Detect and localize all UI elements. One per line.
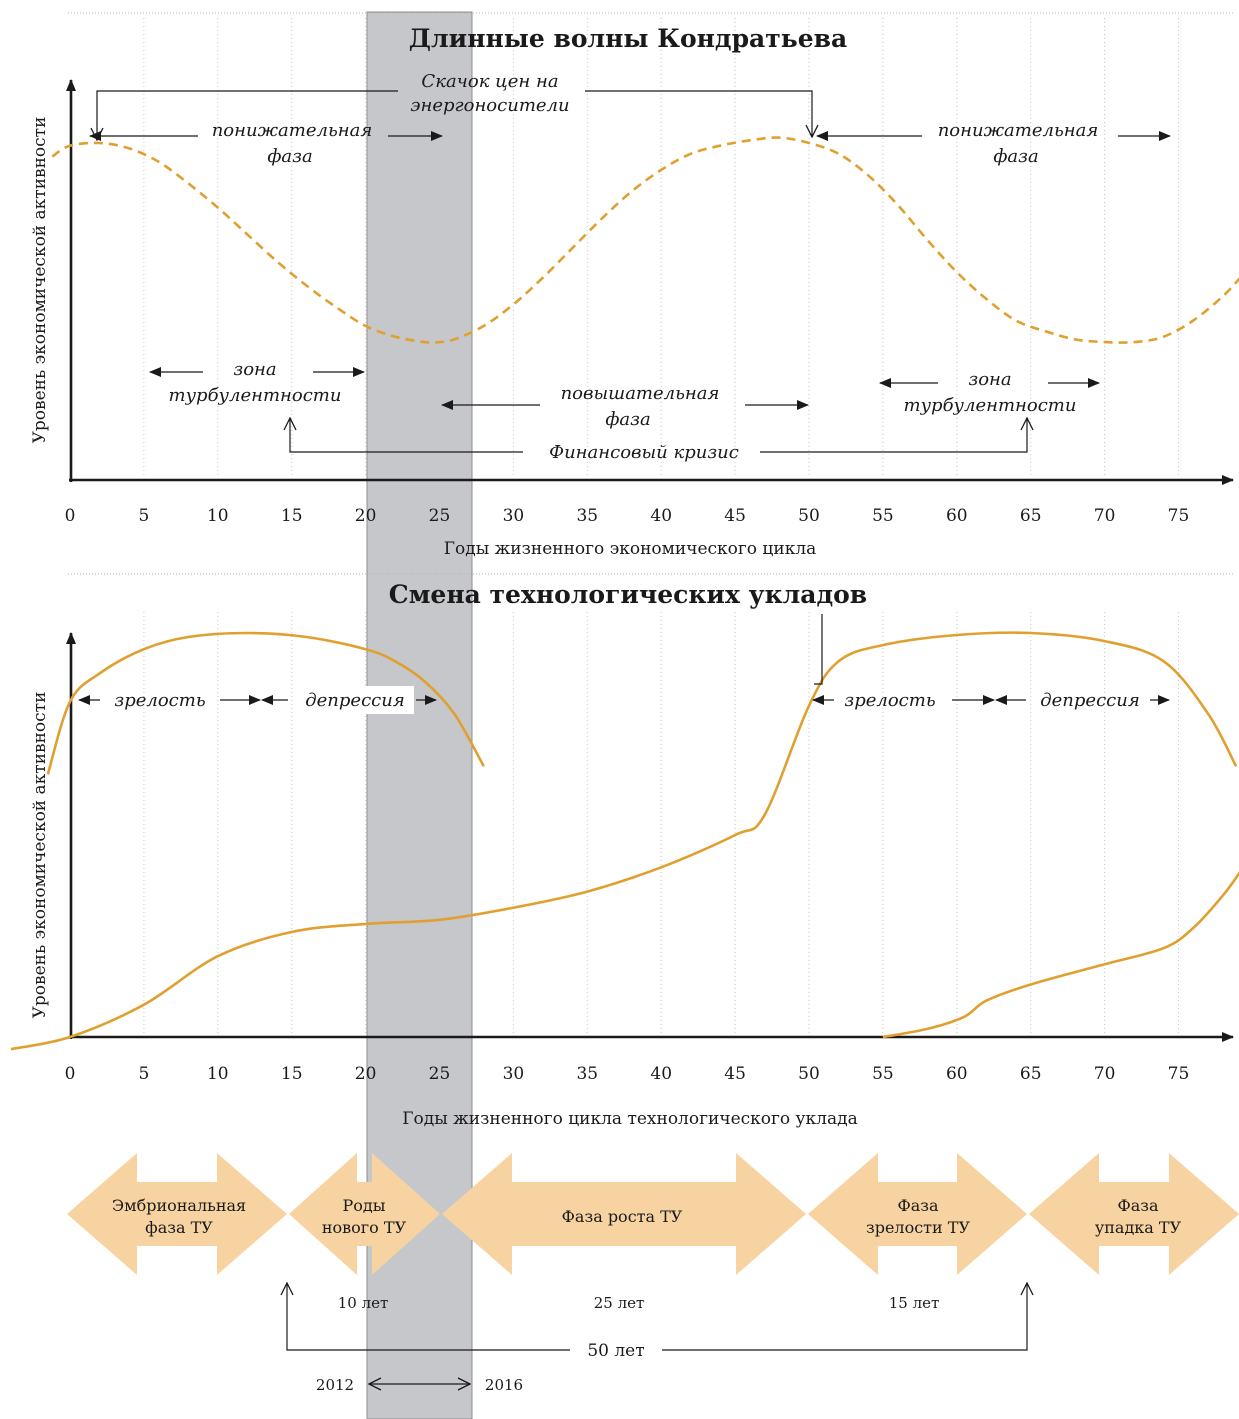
tech-x-tick-label: 15 — [281, 1064, 303, 1084]
phase-embryonic-label-2: фаза ТУ — [145, 1218, 213, 1237]
duration-total: 50 лет — [587, 1341, 644, 1361]
annotation-down-right-line1: понижательная — [938, 120, 1099, 141]
tech-grid — [143, 612, 1179, 1034]
phase-maturity — [808, 1153, 1027, 1275]
phase-decline — [1029, 1153, 1239, 1275]
phase-birth — [289, 1153, 440, 1275]
kondratiev-x-tick-label: 55 — [872, 506, 894, 526]
phase-embryonic-label-1: Эмбриональная — [112, 1196, 246, 1215]
phase-decline-label-1: Фаза — [1117, 1196, 1159, 1215]
crisis-bracket-right — [760, 418, 1027, 453]
crisis-bracket-left — [290, 418, 523, 453]
kondratiev-x-tick-label: 40 — [650, 506, 672, 526]
tech-x-tick-label: 45 — [724, 1064, 746, 1084]
kondratiev-x-tick-label: 45 — [724, 506, 746, 526]
tech-series-line-1 — [46, 631, 485, 775]
tech-x-tick-label: 50 — [798, 1064, 820, 1084]
kondratiev-y-axis-label: Уровень экономической активности — [30, 117, 50, 444]
kondratiev-title: Длинные волны Кондратьева — [409, 24, 847, 53]
kondratiev-x-tick-label: 35 — [576, 506, 598, 526]
kondratiev-x-tick-label: 60 — [946, 506, 968, 526]
tech-x-tick-label: 10 — [207, 1064, 229, 1084]
kondratiev-x-tick-label: 30 — [503, 506, 525, 526]
tech-x-tick-label: 35 — [576, 1064, 598, 1084]
total-bracket-left — [287, 1283, 570, 1351]
annotation-energy-line2: энергоносители — [410, 95, 569, 116]
kondratiev-wave-line — [51, 136, 1239, 344]
kondratiev-x-ticks: 0 5 10 15 20 25 30 35 40 45 50 55 60 65 70 75 — [65, 506, 1190, 526]
annotation-down-left-line2: фаза — [267, 146, 312, 167]
duration-maturity: 15 лет — [889, 1294, 940, 1312]
phase-maturity-label-2: зрелости ТУ — [866, 1218, 970, 1237]
kondratiev-x-tick-label: 15 — [281, 506, 303, 526]
tech-x-tick-label: 65 — [1020, 1064, 1042, 1084]
kondratiev-annotations: Скачок цен на энергоносители понижательн… — [89, 71, 1171, 463]
tech-x-tick-label: 40 — [650, 1064, 672, 1084]
kondratiev-grid — [143, 18, 1179, 476]
tech-series-line-2 — [10, 631, 1238, 1051]
tech-x-tick-label: 0 — [65, 1064, 76, 1084]
kondratiev-x-tick-label: 5 — [138, 506, 149, 526]
depression-1-label-box — [296, 686, 414, 714]
tech-curves — [10, 631, 1239, 1051]
duration-growth: 25 лет — [594, 1294, 645, 1312]
phase-growth — [442, 1153, 806, 1275]
tech-x-tick-label: 5 — [138, 1064, 149, 1084]
tech-x-axis-label: Годы жизненного цикла технологического у… — [402, 1109, 857, 1129]
tech-x-tick-label: 30 — [503, 1064, 525, 1084]
kondratiev-x-tick-label: 75 — [1168, 506, 1190, 526]
phase-birth-label-1: Роды — [343, 1196, 386, 1215]
duration-birth: 10 лет — [338, 1294, 389, 1312]
tech-x-tick-label: 70 — [1094, 1064, 1116, 1084]
durations: 10 лет 25 лет 15 лет 50 лет 2012 2016 — [287, 1283, 1027, 1394]
phase-arrows: Эмбриональная фаза ТУ Роды нового ТУ Фаз… — [67, 1153, 1239, 1275]
annotation-turb-left-line1: зона — [233, 359, 276, 380]
phase-embryonic — [67, 1153, 287, 1275]
mature-2-leader — [814, 614, 823, 685]
annotation-depression-1: депрессия — [305, 690, 405, 711]
tech-x-tick-label: 75 — [1168, 1064, 1190, 1084]
annotation-mature-2: зрелость — [844, 690, 935, 711]
annotation-turb-right-line1: зона — [968, 369, 1011, 390]
annotation-depression-2: депрессия — [1040, 690, 1140, 711]
phase-decline-label-2: упадка ТУ — [1095, 1218, 1182, 1237]
phase-birth-label-2: нового ТУ — [322, 1218, 407, 1237]
total-bracket-right — [662, 1283, 1027, 1351]
annotation-crisis: Финансовый кризис — [549, 442, 739, 463]
annotation-mature-1: зрелость — [114, 690, 205, 711]
kondratiev-x-tick-label: 25 — [429, 506, 451, 526]
annotation-up-line2: фаза — [605, 409, 650, 430]
annotation-turb-right-line2: турбулентности — [904, 395, 1077, 416]
phase-growth-label: Фаза роста ТУ — [562, 1207, 683, 1226]
kondratiev-x-tick-label: 70 — [1094, 506, 1116, 526]
energy-bracket-left — [97, 90, 398, 140]
year-start: 2012 — [316, 1376, 354, 1394]
tech-y-axis-label: Уровень экономической активности — [30, 692, 50, 1019]
energy-bracket-right — [585, 90, 812, 137]
annotation-down-left-line1: понижательная — [212, 120, 373, 141]
tech-x-tick-label: 60 — [946, 1064, 968, 1084]
annotation-energy-line1: Скачок цен на — [421, 71, 558, 92]
tech-x-tick-label: 55 — [872, 1064, 894, 1084]
kondratiev-x-tick-label: 10 — [207, 506, 229, 526]
kondratiev-x-tick-label: 50 — [798, 506, 820, 526]
tech-annotations: зрелость депрессия зрелость депрессия — [78, 614, 1170, 714]
kondratiev-x-tick-label: 20 — [355, 506, 377, 526]
tech-x-tick-label: 25 — [429, 1064, 451, 1084]
annotation-up-line1: повышательная — [561, 383, 720, 404]
kondratiev-x-axis-label: Годы жизненного экономического цикла — [444, 539, 817, 559]
year-end: 2016 — [485, 1376, 523, 1394]
annotation-turb-left-line2: турбулентности — [169, 385, 342, 406]
tech-x-ticks: 0 5 10 15 20 25 30 35 40 45 50 55 60 65 70 75 — [65, 1064, 1190, 1084]
tech-series-line-3 — [882, 871, 1239, 1039]
tech-title: Смена технологических укладов — [389, 580, 867, 609]
kondratiev-x-tick-label: 65 — [1020, 506, 1042, 526]
phase-maturity-label-1: Фаза — [897, 1196, 939, 1215]
kondratiev-x-tick-label: 0 — [65, 506, 76, 526]
tech-x-tick-label: 20 — [355, 1064, 377, 1084]
annotation-down-right-line2: фаза — [993, 146, 1038, 167]
